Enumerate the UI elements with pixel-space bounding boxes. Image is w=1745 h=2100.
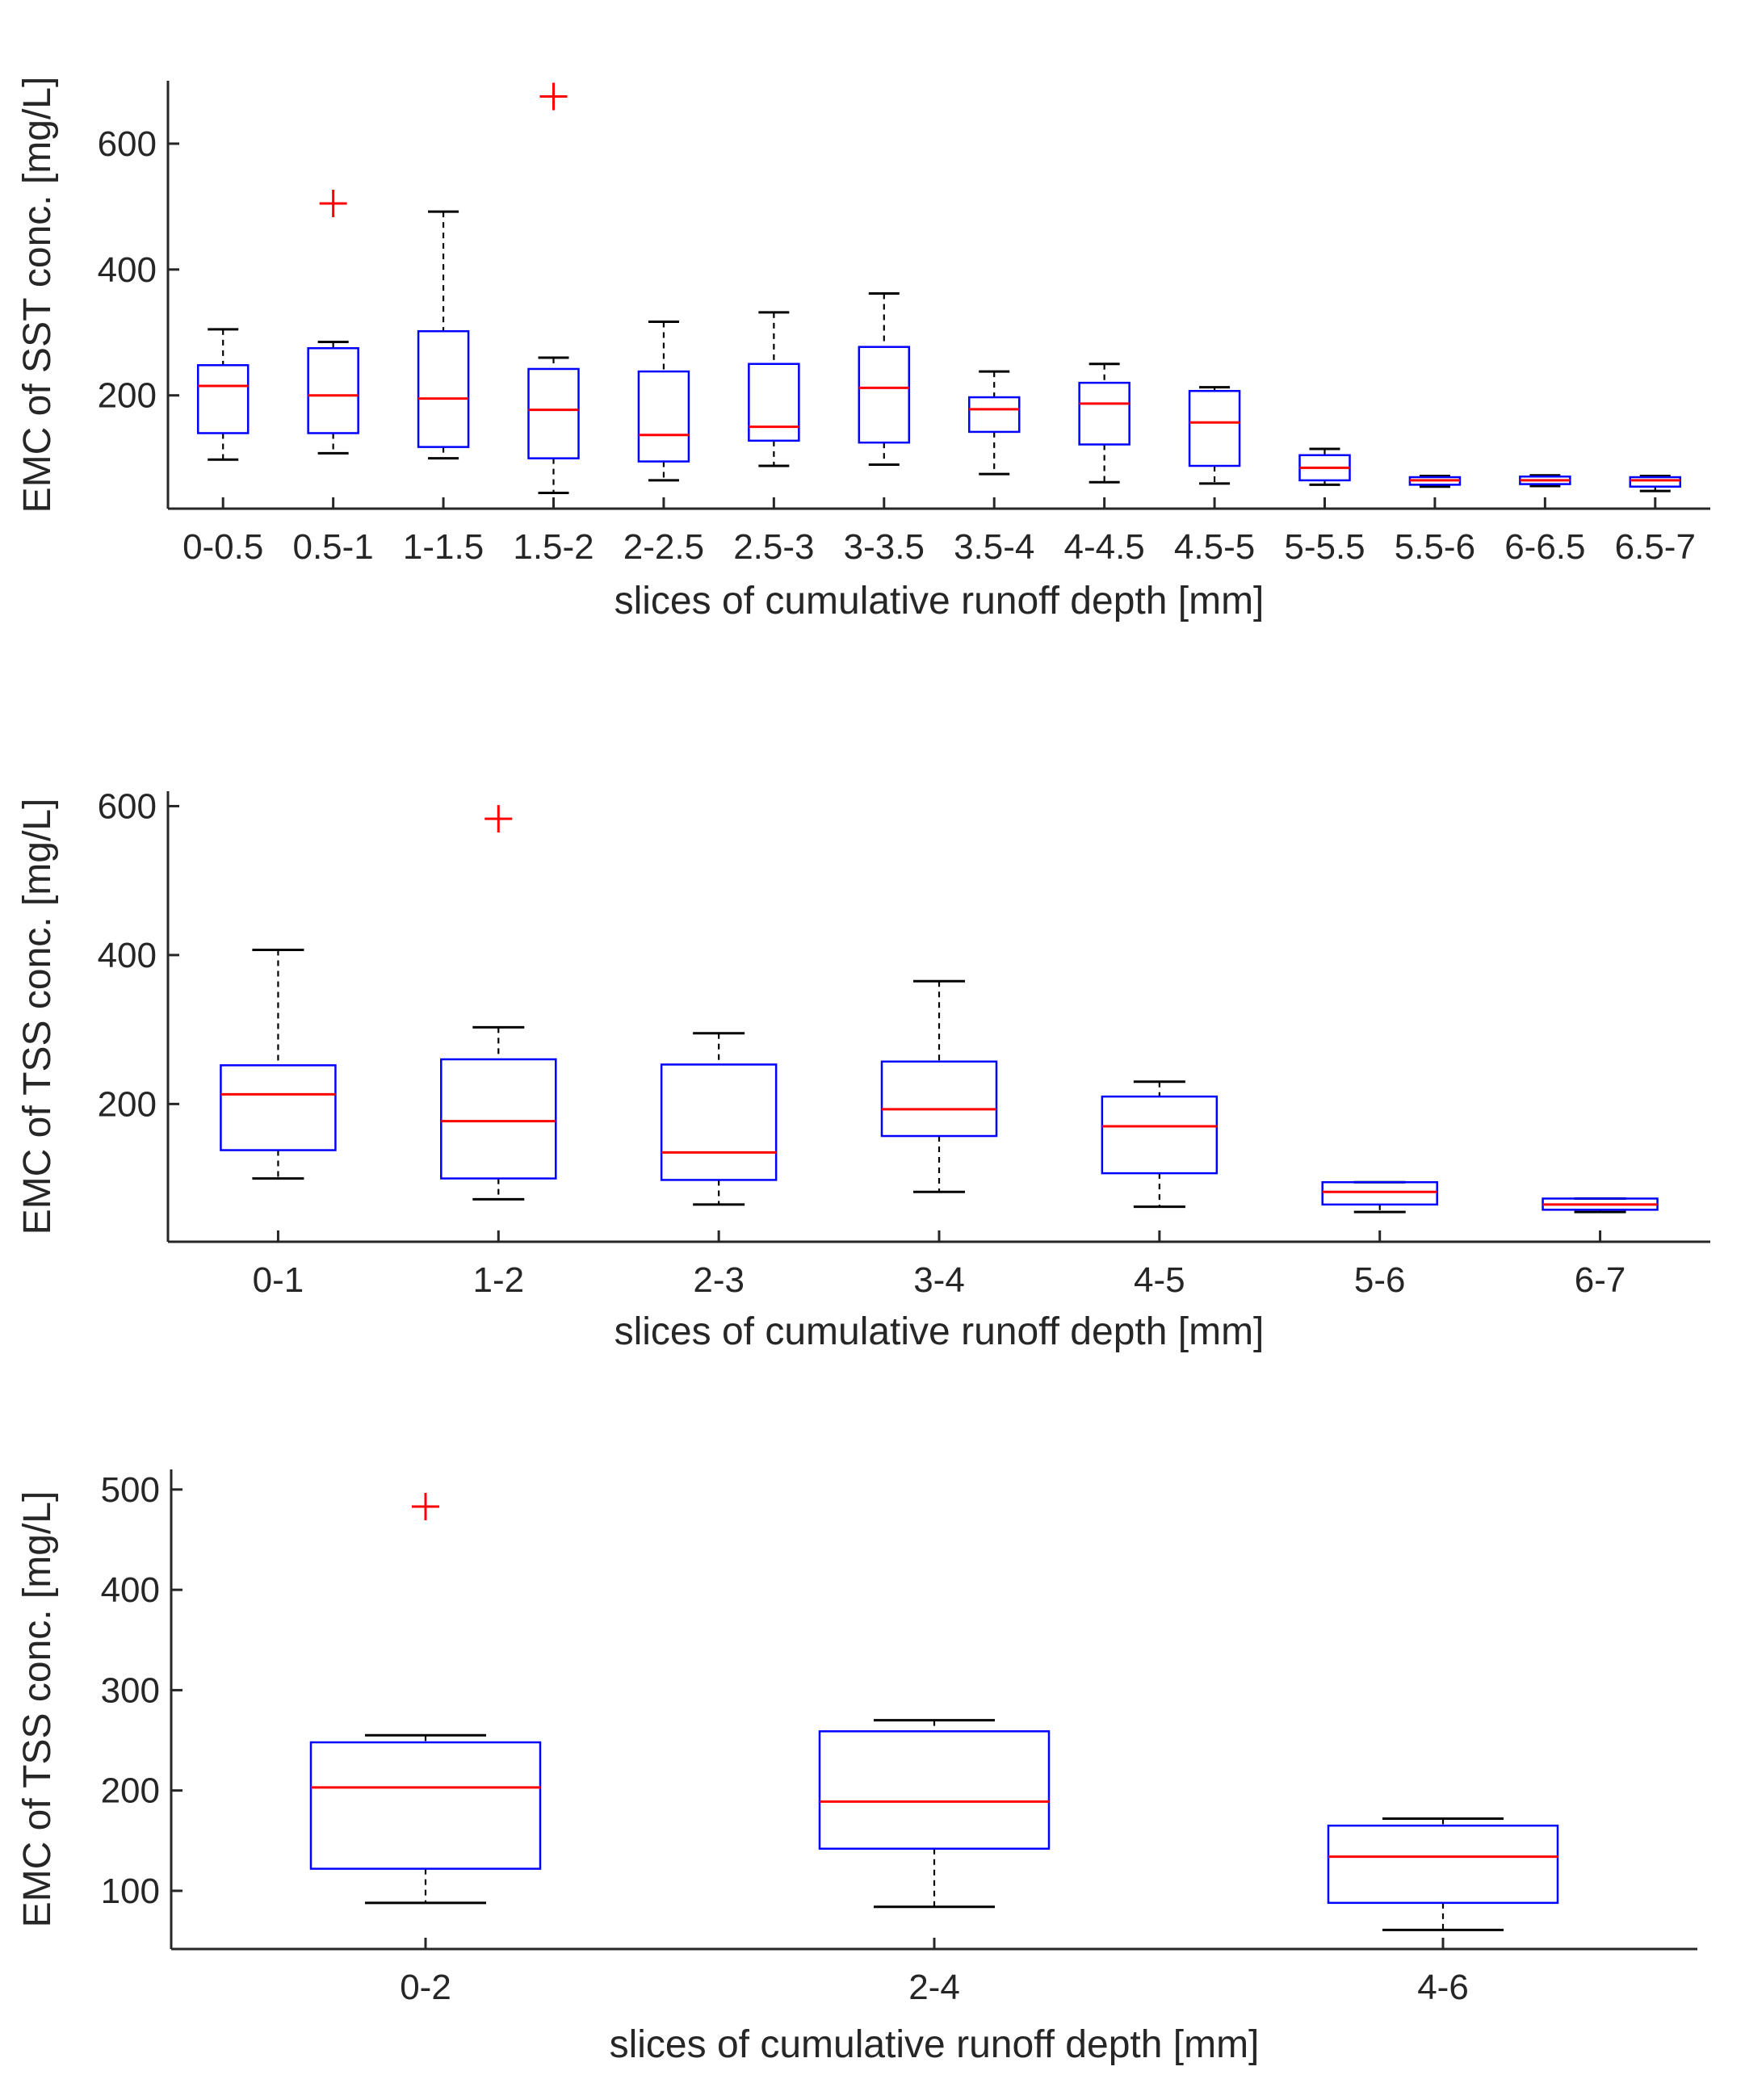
iqr-box [196,364,250,434]
x-tick-label: 2-4 [908,1968,960,2007]
x-tick-label: 6.5-7 [1615,527,1696,567]
x-tick-label: 0-0.5 [182,527,263,567]
box-group-1-2 [440,805,557,1201]
y-tick-label: 100 [101,1872,160,1911]
box-group-5-6 [1321,1180,1438,1213]
x-tick-label: 3-4 [913,1260,965,1300]
iqr-box [1188,390,1241,467]
x-tick-label: 4-4.5 [1063,527,1144,567]
box-group-4.5-5 [1188,386,1241,485]
box-group-5.5-6 [1408,474,1462,488]
iqr-box [1327,1824,1559,1905]
y-tick-label: 200 [98,1084,157,1124]
iqr-box [858,346,911,444]
y-axis-label: EMC of SST conc. [mg/L] [16,77,59,513]
y-tick-label: 500 [101,1470,160,1510]
box-group-6-7 [1542,1197,1659,1213]
box-group-4-5 [1101,1080,1219,1209]
outlier-marker [412,1492,439,1520]
iqr-box [309,1741,542,1870]
iqr-box [527,367,580,459]
box-group-6-6.5 [1519,474,1571,488]
iqr-box [307,347,359,434]
y-tick-label: 600 [98,786,157,826]
y-axis-label: EMC of TSS conc. [mg/L] [16,1491,59,1928]
x-tick-label: 2-2.5 [623,527,704,567]
iqr-box [637,370,690,463]
x-tick-label: 0.5-1 [292,527,373,567]
iqr-box [417,329,470,448]
box-group-6.5-7 [1629,474,1682,493]
box-group-5-5.5 [1298,447,1351,486]
x-tick-label: 6-6.5 [1504,527,1585,567]
iqr-box [967,396,1021,434]
box-group-3-4 [880,979,998,1193]
y-tick-label: 400 [101,1570,160,1610]
x-axis-label: slices of cumulative runoff depth [mm] [615,580,1265,622]
x-tick-label: 2.5-3 [733,527,814,567]
chart-panel-sst-half-mm: 200 400 600 0-0.5 0.5-1 1-1.5 1.5-2 2-2.5 2.5-3 3… [16,77,1710,622]
outlier-marker [484,805,513,833]
y-tick-label: 600 [98,124,157,164]
y-tick-label: 300 [101,1670,160,1710]
x-tick-label: 5.5-6 [1395,527,1475,567]
y-tick-label: 200 [98,376,157,416]
iqr-box [1629,476,1682,488]
x-axis-label: slices of cumulative runoff depth [mm] [615,1310,1265,1353]
x-tick-label: 1-1.5 [403,527,484,567]
box-group-0-2 [309,1492,542,1905]
box-group-1-1.5 [417,210,470,460]
x-tick-label: 4-6 [1417,1968,1469,2007]
x-tick-label: 0-1 [253,1260,304,1300]
outlier-marker [319,189,347,217]
outlier-marker [539,82,568,111]
iqr-box [1078,381,1130,446]
iqr-box [1321,1180,1438,1206]
y-axis-label: EMC of TSS conc. [mg/L] [16,799,59,1235]
x-tick-label: 2-3 [693,1260,745,1300]
box-group-4-6 [1327,1817,1559,1931]
box-group-1.5-2 [527,82,580,495]
box-group-0-1 [220,948,337,1180]
box-group-4-4.5 [1078,363,1130,484]
chart-panel-tss-2mm: 100 200 300 400 500 0-2 2-4 4-6 slices of cumula… [16,1469,1697,2066]
x-tick-label: 6-7 [1575,1260,1626,1300]
iqr-box [1101,1095,1219,1175]
box-group-2-4 [818,1719,1051,1909]
box-group-2.5-3 [748,311,800,467]
iqr-box [660,1063,778,1181]
box-group-2-3 [660,1032,778,1206]
x-tick-label: 0-2 [400,1968,451,2007]
y-tick-label: 400 [98,250,157,290]
iqr-box [818,1730,1051,1850]
x-tick-label: 4-5 [1134,1260,1185,1300]
box-group-0.5-1 [307,189,359,455]
x-tick-label: 3.5-4 [954,527,1034,567]
box-group-3-3.5 [858,291,911,466]
y-tick-label: 200 [101,1771,160,1811]
chart-panel-tss-1mm: 200 400 600 0-1 1-2 2-3 3-4 4-5 5-6 6-7 slices of … [16,786,1710,1353]
x-tick-label: 5-6 [1354,1260,1406,1300]
box-group-3.5-4 [967,370,1021,476]
box-group-2-2.5 [637,321,690,482]
x-tick-label: 4.5-5 [1174,527,1255,567]
box-group-0-0.5 [196,328,250,461]
x-tick-label: 1.5-2 [513,527,594,567]
iqr-box [440,1058,557,1180]
x-tick-label: 1-2 [472,1260,524,1300]
iqr-box [880,1060,998,1138]
iqr-box [220,1064,337,1151]
x-tick-label: 3-3.5 [844,527,925,567]
x-axis-label: slices of cumulative runoff depth [mm] [610,2023,1260,2066]
y-tick-label: 400 [98,936,157,975]
iqr-box [748,363,800,442]
x-tick-label: 5-5.5 [1284,527,1365,567]
